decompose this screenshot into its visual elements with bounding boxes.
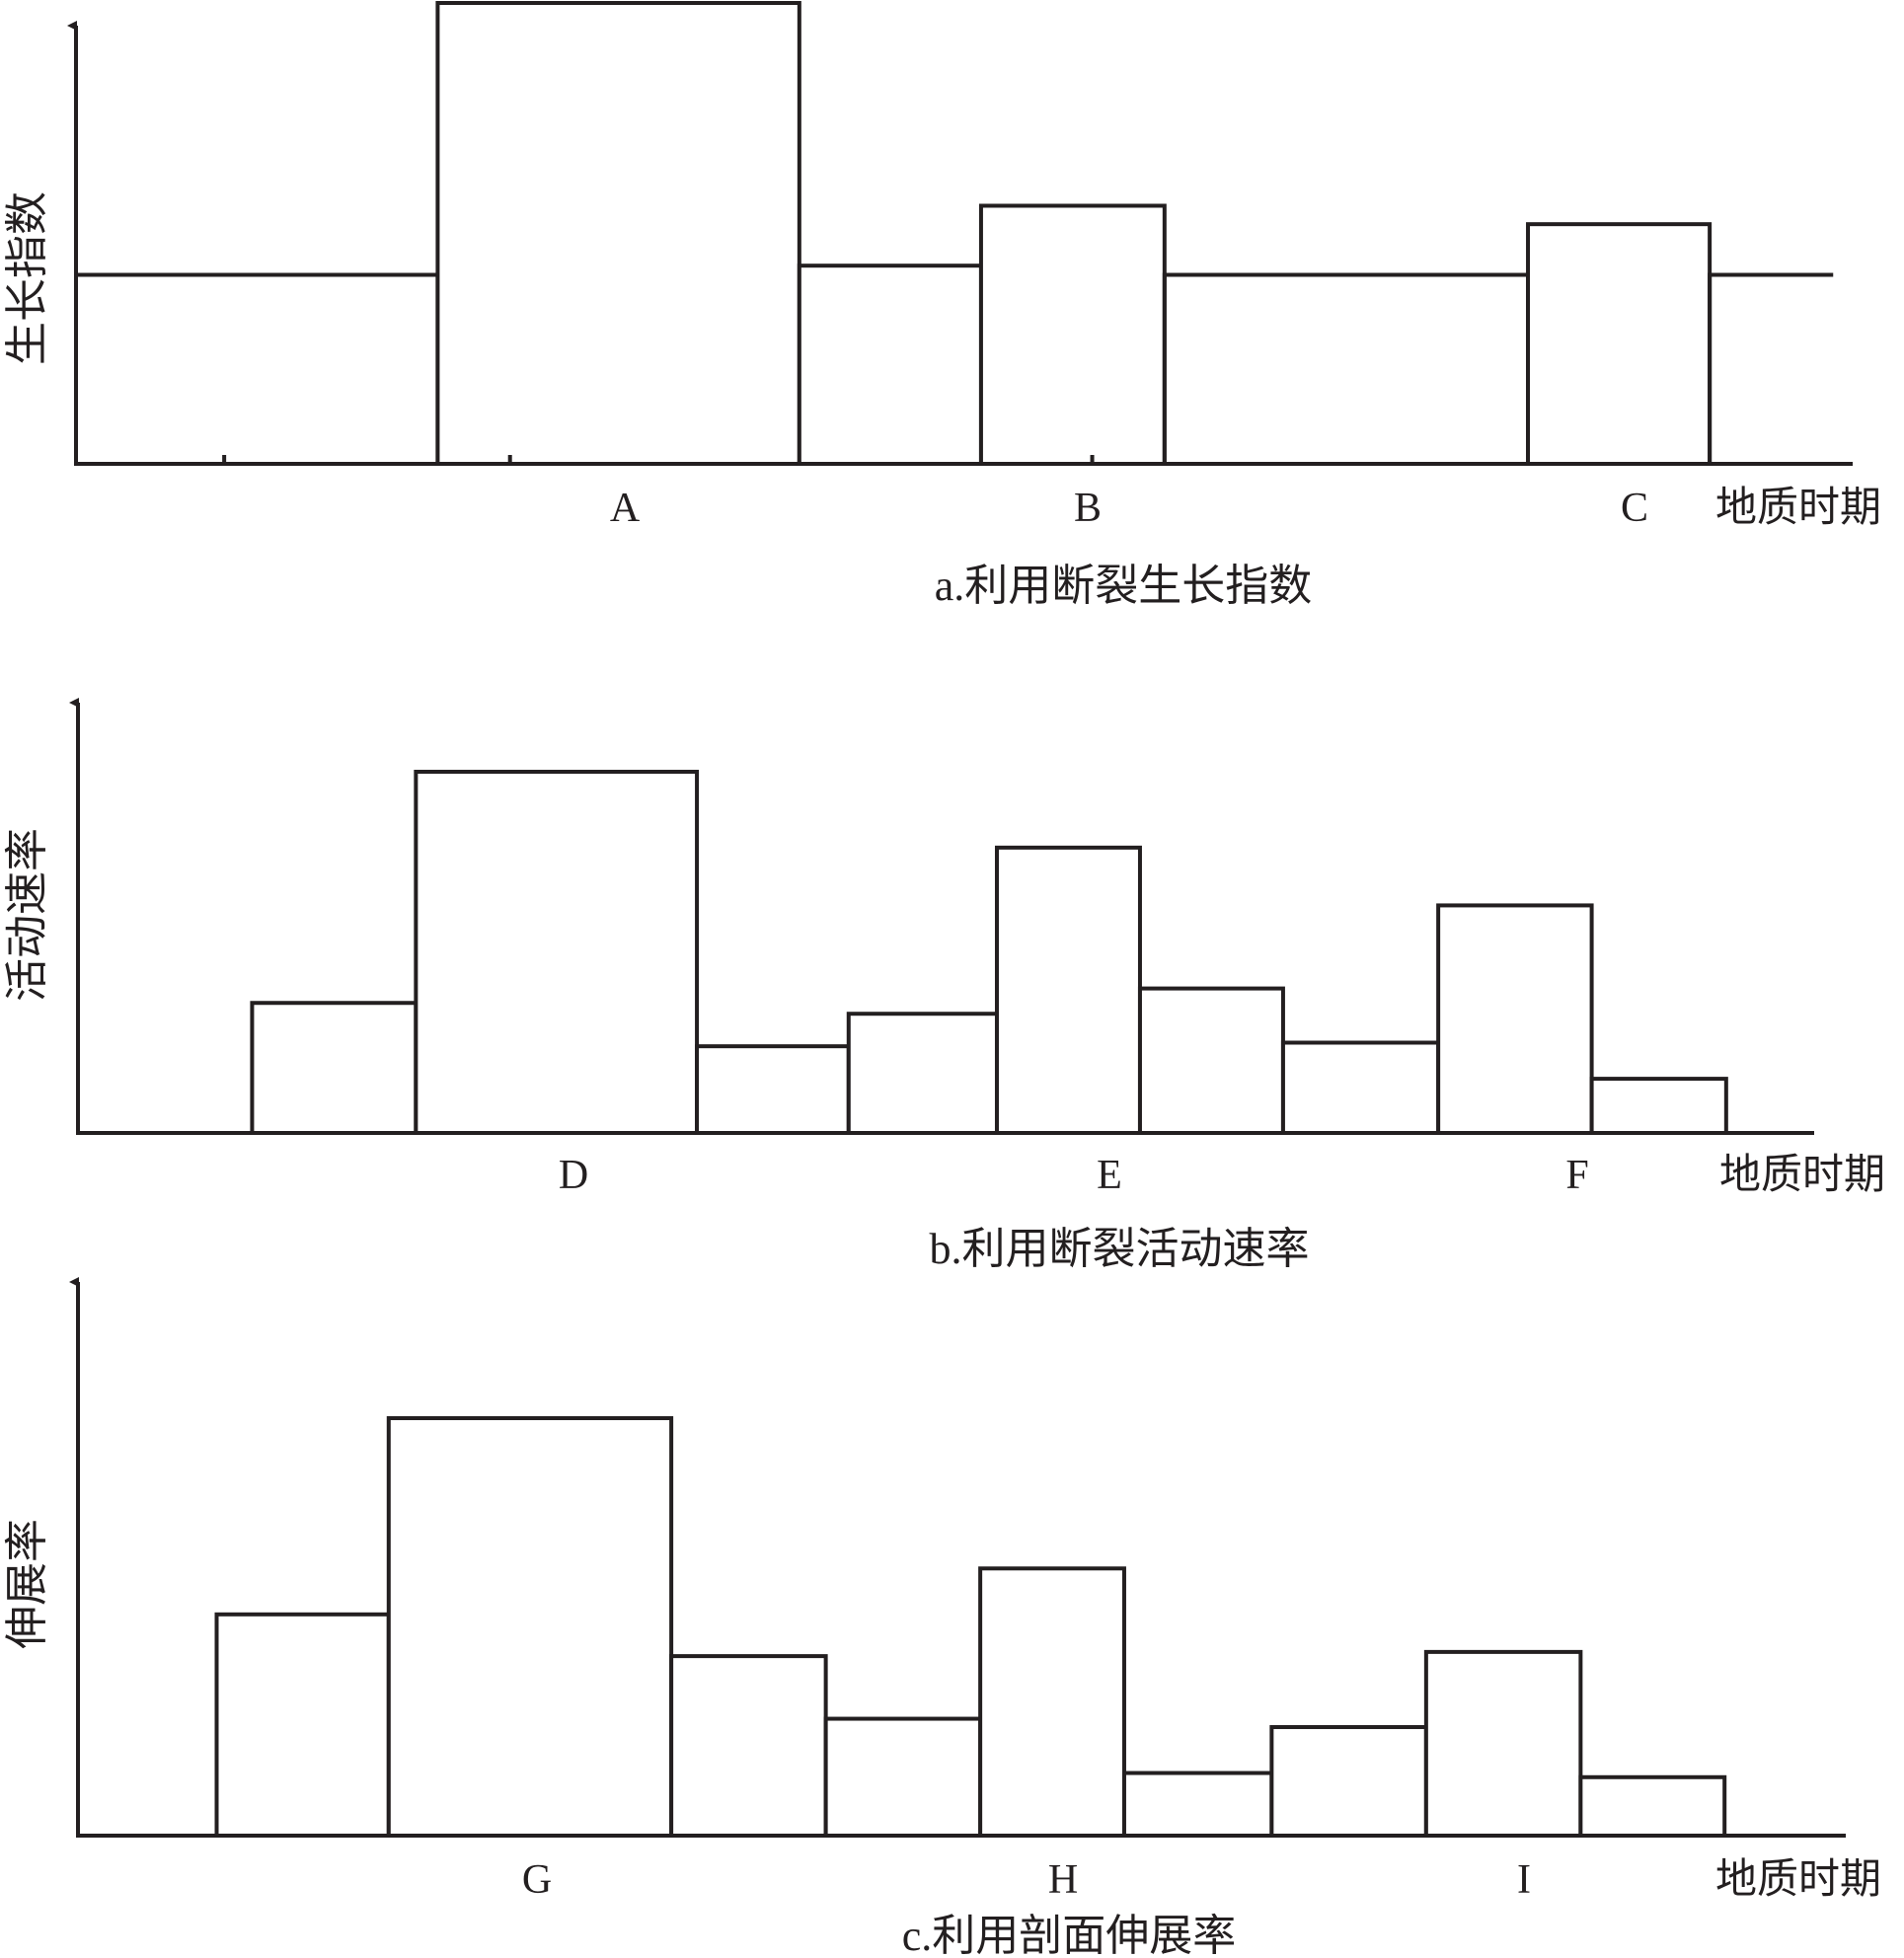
bar [435,1,801,466]
bar [414,770,700,1135]
caption-a: a.利用断裂生长指数 [935,562,1313,610]
bar [386,1416,674,1838]
bar [978,203,1167,466]
y-axis-label-b: 活动速率 [3,828,51,1002]
bar [1162,272,1531,464]
bar [1137,986,1285,1135]
bar [846,1012,999,1135]
tick-label-F: F [1565,1153,1588,1198]
tick-label-E: E [1097,1153,1122,1198]
caption-c: c.利用剖面伸展率 [902,1912,1237,1958]
tick-label-A: A [610,486,641,531]
bar [1526,222,1713,466]
tick-label-C: C [1621,486,1648,531]
y-axis-label-c: 伸展率 [3,1519,51,1649]
y-axis-label-a: 生长指数 [3,191,51,365]
x-axis-label-c: 地质时期 [1715,1857,1881,1903]
bar [1578,1774,1727,1839]
bar [1708,272,1834,464]
tick-label-B: B [1074,486,1102,531]
caption-b: b.利用断裂活动速率 [930,1225,1310,1273]
bar [214,1612,391,1839]
bar [1269,1725,1428,1839]
tick-label-D: D [559,1153,588,1198]
bar [1121,1770,1274,1839]
x-axis-label-b: 地质时期 [1719,1153,1885,1198]
tick-label-H: H [1048,1857,1078,1903]
tick-label-I: I [1517,1857,1531,1903]
bar [1589,1077,1728,1135]
bar [695,1044,851,1136]
bar [669,1654,828,1838]
bar [994,845,1142,1135]
tick-label-G: G [522,1857,552,1903]
bar [250,1001,419,1135]
x-axis-label-a: 地质时期 [1715,486,1881,531]
bar [1436,903,1594,1135]
bar [1280,1040,1441,1135]
panel-c: 伸展率 地质时期 G H I c.利用剖面伸展率 [3,1277,1881,1958]
bar [797,264,983,466]
bar [823,1716,983,1839]
panel-a: 生长指数 地质时期 A B C a.利用断裂生长指数 [3,1,1881,610]
bar [1423,1649,1583,1838]
bar [978,1566,1126,1839]
panel-b: 活动速率 地质时期 D E F b.利用断裂活动速率 [3,698,1885,1273]
bar [76,272,440,464]
